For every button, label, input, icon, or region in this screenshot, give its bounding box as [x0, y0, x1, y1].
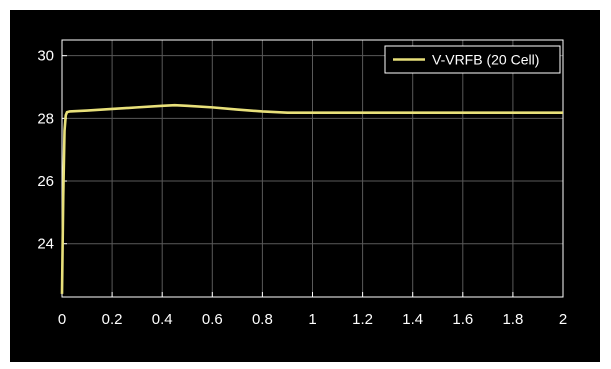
series-line: [60, 103, 563, 294]
scope-display: 0 0.2 0.4 0.6 0.8 1 1.2 1.4 1.6 1.8 2 24 26 28 30 V-V…: [10, 10, 600, 362]
x-tick-label: 0.4: [152, 311, 173, 328]
voltage-chart: 0 0.2 0.4 0.6 0.8 1 1.2 1.4 1.6 1.8 2 24 26 28 30 V-V…: [10, 10, 600, 362]
y-tick-label: 30: [37, 48, 54, 65]
x-tick-label: 1.8: [502, 311, 523, 328]
y-tick-labels: 24 26 28 30: [37, 48, 54, 253]
y-tick-label: 28: [37, 110, 54, 127]
legend[interactable]: V-VRFB (20 Cell): [384, 45, 561, 74]
x-tick-label: 1.2: [352, 311, 373, 328]
x-tick-label: 1.4: [402, 311, 423, 328]
x-tick-label: 0.2: [102, 311, 123, 328]
y-tick-label: 24: [37, 236, 54, 253]
x-tick-label: 0.6: [202, 311, 223, 328]
x-tick-label: 0: [58, 311, 66, 328]
x-tick-label: 2: [559, 311, 567, 328]
legend-label: V-VRFB (20 Cell): [432, 52, 539, 68]
y-tick-label: 26: [37, 173, 54, 190]
x-tick-label: 1.6: [452, 311, 473, 328]
series-lines: [60, 103, 563, 294]
x-tick-label: 1: [308, 311, 316, 328]
x-tick-labels: 0 0.2 0.4 0.6 0.8 1 1.2 1.4 1.6 1.8 2: [58, 311, 567, 328]
x-tick-label: 0.8: [252, 311, 273, 328]
